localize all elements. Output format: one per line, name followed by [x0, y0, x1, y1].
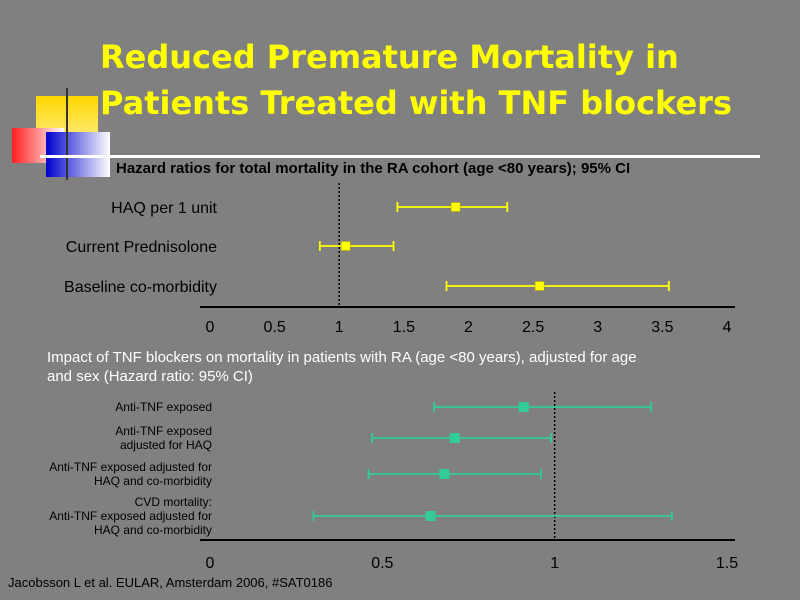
chart1-title: Hazard ratios for total mortality in the… — [116, 160, 631, 177]
chart1-x-tick-label: 1.5 — [393, 319, 415, 336]
chart2-x-tick-label: 0 — [206, 555, 215, 572]
chart1-row-label: Current Prednisolone — [66, 239, 217, 256]
chart2-row-label: Anti-TNF exposed — [115, 424, 212, 438]
chart1-row-label: HAQ per 1 unit — [111, 200, 217, 217]
chart2-row-label: adjusted for HAQ — [120, 438, 212, 452]
chart1-x-tick-label: 1 — [335, 319, 344, 336]
chart1-row-label: Baseline co-morbidity — [64, 279, 217, 296]
chart2-row-label: Anti-TNF exposed adjusted for — [49, 460, 212, 474]
chart1-x-tick-label: 3.5 — [651, 319, 673, 336]
chart1-x-tick-label: 0 — [206, 319, 215, 336]
chart1-estimate-marker — [534, 281, 545, 291]
chart2-row-label: HAQ and co-morbidity — [94, 474, 212, 488]
citation: Jacobsson L et al. EULAR, Amsterdam 2006… — [8, 575, 333, 590]
chart2-estimate-marker — [425, 511, 436, 521]
chart2-row-label: HAQ and co-morbidity — [94, 523, 212, 537]
chart2-estimate-marker — [439, 469, 450, 479]
chart2-row-label: CVD mortality: — [135, 495, 212, 509]
chart1-x-tick-label: 0.5 — [264, 319, 286, 336]
chart1-x-tick-label: 2 — [464, 319, 473, 336]
chart1-estimate-marker — [340, 241, 351, 251]
chart2-row-label: Anti-TNF exposed adjusted for — [49, 509, 212, 523]
chart2-x-tick-label: 1.5 — [716, 555, 738, 572]
slide-title: Reduced Premature Mortality in Patients … — [100, 34, 790, 126]
chart2-x-tick-label: 1 — [550, 555, 559, 572]
decoration-blue-square — [46, 132, 110, 177]
chart2-title-line-2: and sex (Hazard ratio: 95% CI) — [47, 368, 253, 385]
chart2-title-line-1: Impact of TNF blockers on mortality in p… — [47, 349, 637, 366]
chart2-x-tick-label: 0.5 — [371, 555, 393, 572]
decoration-vertical-line — [66, 88, 68, 180]
chart1-x-tick-label: 3 — [593, 319, 602, 336]
chart2-row-label: Anti-TNF exposed — [115, 400, 212, 414]
chart1-x-tick-label: 2.5 — [522, 319, 544, 336]
chart1-estimate-marker — [450, 202, 461, 212]
title-divider — [40, 155, 760, 158]
chart1-x-tick-label: 4 — [723, 319, 732, 336]
chart2-title: Impact of TNF blockers on mortality in p… — [47, 348, 767, 386]
slide-title-line-2: Patients Treated with TNF blockers — [100, 84, 732, 122]
chart2-estimate-marker — [449, 433, 460, 443]
chart2-estimate-marker — [518, 402, 529, 412]
slide-title-line-1: Reduced Premature Mortality in — [100, 38, 679, 76]
